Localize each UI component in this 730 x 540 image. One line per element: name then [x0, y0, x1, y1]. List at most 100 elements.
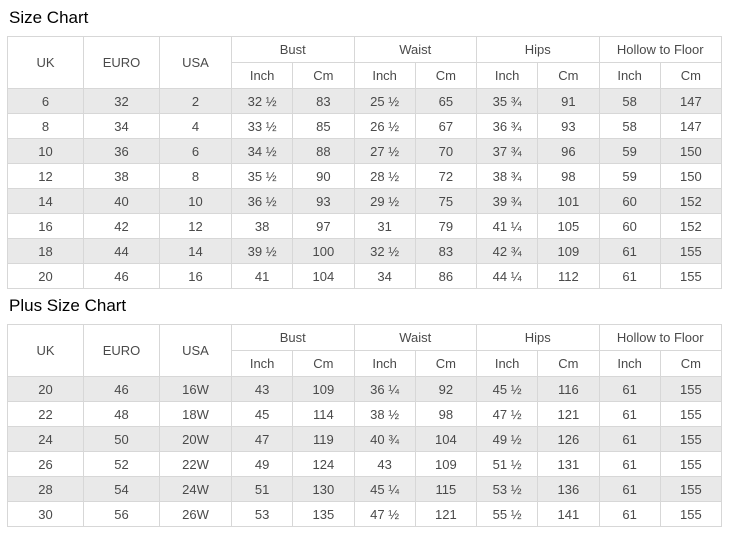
table-cell: 155 [659, 238, 723, 264]
table-cell: 40 ¾ [353, 426, 416, 452]
table-row: 28 54 24W 51 130 45 ¼ 115 53 ½ 136 61 155 [7, 476, 723, 502]
table-cell: 130 [292, 476, 355, 502]
table-cell: 147 [659, 113, 723, 139]
table-cell: 52 [83, 451, 160, 477]
table-cell: 16W [159, 376, 232, 402]
table-cell: 49 ½ [475, 426, 539, 452]
table-cell: 38 [230, 213, 294, 239]
table-cell: 97 [292, 213, 355, 239]
table-cell: 104 [292, 263, 355, 289]
table-cell: 18W [159, 401, 232, 427]
table-cell: 8 [7, 113, 84, 139]
table-cell: 119 [292, 426, 355, 452]
table-cell: 59 [598, 163, 661, 189]
table-cell: 53 ½ [475, 476, 539, 502]
table-cell: 47 ½ [475, 401, 539, 427]
table-cell: 155 [659, 451, 723, 477]
table-cell: 155 [659, 476, 723, 502]
table-cell: 131 [537, 451, 600, 477]
subheader-hollow-cm: Cm [659, 350, 723, 377]
table-cell: 38 [83, 163, 160, 189]
table-cell: 70 [414, 138, 478, 164]
table-cell: 47 [230, 426, 294, 452]
size-chart-table: UK EURO USA Bust Waist Hips Hollow to Fl… [7, 36, 723, 289]
table-cell: 51 ½ [475, 451, 539, 477]
table-cell: 36 [83, 138, 160, 164]
subheader-bust-cm: Cm [292, 350, 355, 377]
table-cell: 98 [414, 401, 478, 427]
table-row: 20 46 16 41 104 34 86 44 ¼ 112 61 155 [7, 263, 723, 289]
table-cell: 58 [598, 88, 661, 114]
table-cell: 28 ½ [353, 163, 416, 189]
table-row: 14 40 10 36 ½ 93 29 ½ 75 39 ¾ 101 60 152 [7, 188, 723, 214]
table-cell: 39 ¾ [475, 188, 539, 214]
table-cell: 72 [414, 163, 478, 189]
table-row: 16 42 12 38 97 31 79 41 ¼ 105 60 152 [7, 213, 723, 239]
subheader-hollow-cm: Cm [659, 62, 723, 89]
table-cell: 93 [292, 188, 355, 214]
plus-size-chart-table: UK EURO USA Bust Waist Hips Hollow to Fl… [7, 324, 723, 527]
table-cell: 100 [292, 238, 355, 264]
table-cell: 61 [598, 263, 661, 289]
table-cell: 124 [292, 451, 355, 477]
table-cell: 38 ½ [353, 401, 416, 427]
table-cell: 41 [230, 263, 294, 289]
table-cell: 93 [537, 113, 600, 139]
table-cell: 92 [414, 376, 478, 402]
table-cell: 44 [83, 238, 160, 264]
table-cell: 61 [598, 426, 661, 452]
table-cell: 54 [83, 476, 160, 502]
column-group-hollow-to-floor: Hollow to Floor [598, 324, 722, 351]
table-cell: 96 [537, 138, 600, 164]
table-cell: 90 [292, 163, 355, 189]
column-group-hollow-to-floor: Hollow to Floor [598, 36, 722, 63]
subheader-hollow-inch: Inch [598, 62, 661, 89]
table-cell: 46 [83, 263, 160, 289]
table-cell: 48 [83, 401, 160, 427]
table-cell: 45 [230, 401, 294, 427]
table-cell: 150 [659, 138, 723, 164]
table-cell: 136 [537, 476, 600, 502]
table-cell: 25 ½ [353, 88, 416, 114]
table-cell: 147 [659, 88, 723, 114]
table-cell: 75 [414, 188, 478, 214]
table-cell: 8 [159, 163, 232, 189]
table-cell: 60 [598, 188, 661, 214]
size-chart-body: 6 32 2 32 ½ 83 25 ½ 65 35 ¾ 91 58 147 8 34 4 33 ½ 85 26 … [7, 88, 723, 289]
column-group-waist: Waist [353, 324, 477, 351]
table-cell: 67 [414, 113, 478, 139]
table-cell: 98 [537, 163, 600, 189]
table-cell: 49 [230, 451, 294, 477]
column-group-bust: Bust [231, 324, 355, 351]
table-cell: 36 ¾ [475, 113, 539, 139]
subheader-hips-inch: Inch [475, 62, 539, 89]
table-cell: 61 [598, 376, 661, 402]
table-cell: 116 [537, 376, 600, 402]
table-cell: 44 ¼ [475, 263, 539, 289]
table-cell: 51 [230, 476, 294, 502]
table-cell: 34 [353, 263, 416, 289]
table-cell: 37 ¾ [475, 138, 539, 164]
table-cell: 10 [7, 138, 84, 164]
table-cell: 32 [83, 88, 160, 114]
table-cell: 32 ½ [353, 238, 416, 264]
table-row: 10 36 6 34 ½ 88 27 ½ 70 37 ¾ 96 59 150 [7, 138, 723, 164]
table-cell: 135 [292, 501, 355, 527]
table-cell: 31 [353, 213, 416, 239]
table-cell: 14 [159, 238, 232, 264]
subheader-waist-inch: Inch [353, 350, 416, 377]
table-cell: 18 [7, 238, 84, 264]
table-cell: 28 [7, 476, 84, 502]
plus-size-chart-header: UK EURO USA Bust Waist Hips Hollow to Fl… [7, 324, 723, 377]
table-cell: 88 [292, 138, 355, 164]
subheader-bust-inch: Inch [230, 350, 294, 377]
table-cell: 20W [159, 426, 232, 452]
table-cell: 39 ½ [230, 238, 294, 264]
plus-size-chart-title: Plus Size Chart [9, 296, 127, 315]
table-cell: 16 [159, 263, 232, 289]
subheader-bust-cm: Cm [292, 62, 355, 89]
table-cell: 46 [83, 376, 160, 402]
table-cell: 121 [414, 501, 478, 527]
subheader-waist-cm: Cm [414, 350, 478, 377]
table-cell: 53 [230, 501, 294, 527]
